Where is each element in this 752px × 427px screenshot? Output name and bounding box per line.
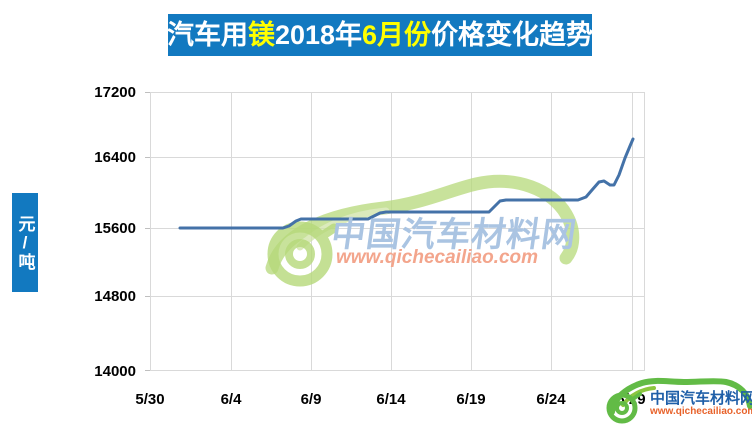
corner-logo-url-text: www.qichecailiao.com	[650, 406, 752, 417]
title-part-3: 6月份	[362, 19, 432, 50]
watermark-car-icon	[265, 174, 580, 275]
x-tick-label-6-9: 6/9	[300, 391, 322, 408]
title-part-2: 2018年	[274, 19, 363, 50]
y-tick-label-15600: 15600	[94, 220, 136, 237]
corner-logo-brand: 中国汽车材料网	[650, 390, 752, 407]
y-axis-title-box: 元/吨	[12, 193, 38, 292]
x-tick-label-6-19: 6/19	[456, 391, 486, 408]
y-tick-label-16400: 16400	[94, 149, 136, 166]
watermark-at-icon	[267, 221, 339, 287]
x-tick-label-6-14: 6/14	[376, 391, 406, 408]
x-tick-label-6-24: 6/24	[536, 391, 566, 408]
title-part-1: 镁	[247, 19, 275, 50]
corner-logo: 中国汽车材料网 www.qichecailiao.com	[604, 378, 752, 427]
y-axis-title: 元/吨	[15, 214, 35, 271]
title-part-4: 价格变化趋势	[431, 19, 594, 50]
title-part-0: 汽车用	[166, 19, 248, 50]
x-tick-label-6-4: 6/4	[220, 391, 242, 408]
corner-logo-car-icon	[606, 377, 752, 424]
y-tick-label-14800: 14800	[94, 288, 136, 305]
price-line-series	[178, 137, 635, 230]
y-tick-label-17200: 17200	[94, 84, 136, 101]
y-tick-marks	[145, 92, 150, 371]
x-tick-label-5-30: 5/30	[135, 391, 165, 408]
page-title: 汽车用镁2018年6月份价格变化趋势	[166, 19, 594, 50]
chart-title-banner: 汽车用镁2018年6月份价格变化趋势	[166, 14, 594, 56]
y-tick-label-14000: 14000	[94, 363, 136, 380]
